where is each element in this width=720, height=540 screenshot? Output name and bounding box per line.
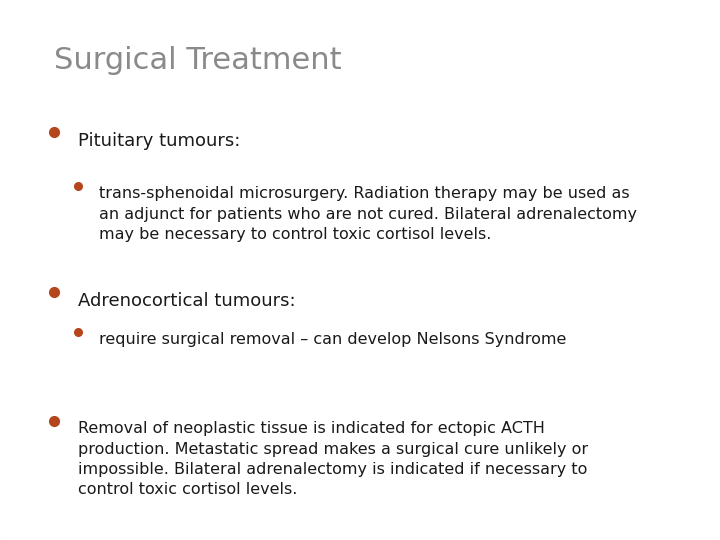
Text: Pituitary tumours:: Pituitary tumours: [78, 132, 240, 150]
Text: Removal of neoplastic tissue is indicated for ectopic ACTH
production. Metastati: Removal of neoplastic tissue is indicate… [78, 421, 588, 497]
Text: require surgical removal – can develop Nelsons Syndrome: require surgical removal – can develop N… [99, 332, 567, 347]
Text: Adrenocortical tumours:: Adrenocortical tumours: [78, 292, 295, 309]
Text: Surgical Treatment: Surgical Treatment [54, 46, 341, 75]
Text: trans-sphenoidal microsurgery. Radiation therapy may be used as
an adjunct for p: trans-sphenoidal microsurgery. Radiation… [99, 186, 637, 242]
